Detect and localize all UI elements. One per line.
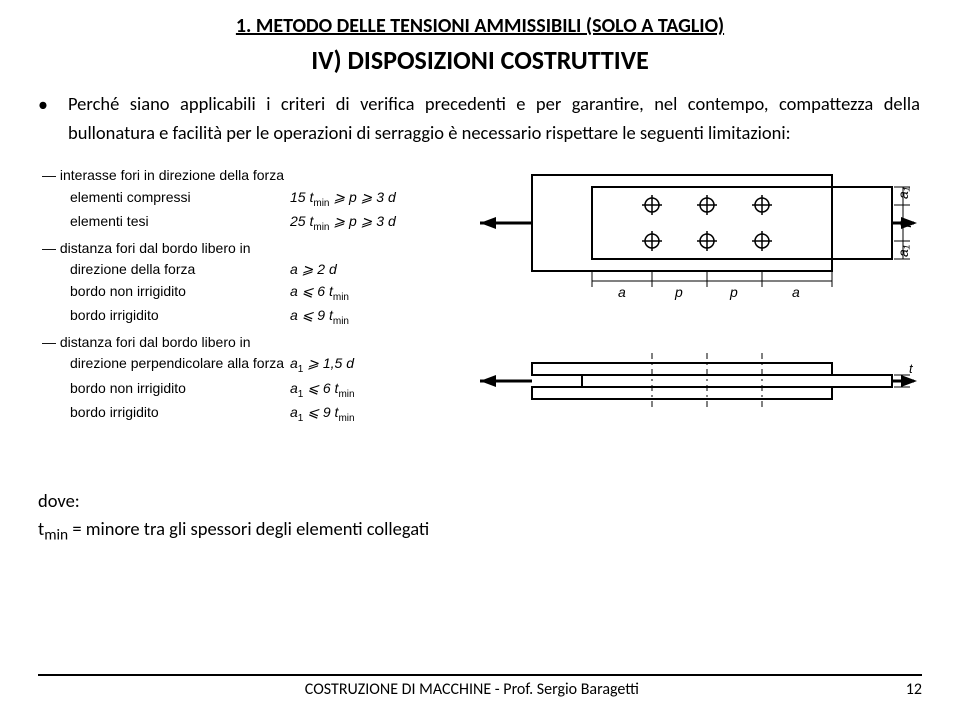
rules-group1-heading: interasse fori in direzione della forza [42, 165, 462, 187]
bullet-dot: • [38, 90, 66, 163]
page-title: 1. METODO DELLE TENSIONI AMMISSIBILI (SO… [38, 14, 922, 38]
footer-row: COSTRUZIONE DI MACCHINE - Prof. Sergio B… [38, 680, 922, 699]
figure-top-view: a p p a a₁ p a₁ [462, 157, 922, 317]
rules-block: interasse fori in direzione della forza … [38, 163, 462, 426]
dim-a1-top: a₁ [895, 187, 911, 200]
rules-g3-row1-label: bordo non irrigidito [70, 378, 290, 402]
rules-g3-row2: bordo irrigidito a1 ⩽ 9 tmin [42, 402, 462, 426]
footer-text: COSTRUZIONE DI MACCHINE - Prof. Sergio B… [305, 680, 639, 699]
rules-g2-row2-expr: a ⩽ 9 tmin [290, 305, 349, 329]
rules-g2-row0-expr: a ⩾ 2 d [290, 259, 337, 281]
rules-g2-row2-label: bordo irrigidito [70, 305, 290, 329]
rules-g1-row0-expr: 15 tmin ⩾ p ⩾ 3 d [290, 187, 396, 211]
rules-g1-row0: elementi compressi 15 tmin ⩾ p ⩾ 3 d [42, 187, 462, 211]
rules-g3-row0: direzione perpendicolare alla forza a1 ⩾… [42, 353, 462, 377]
rules-g2-row1-label: bordo non irrigidito [70, 281, 290, 305]
dim-a-left: a [618, 284, 626, 300]
rules-g2-row2: bordo irrigidito a ⩽ 9 tmin [42, 305, 462, 329]
page: 1. METODO DELLE TENSIONI AMMISSIBILI (SO… [0, 0, 960, 711]
rules-g2-row1-expr: a ⩽ 6 tmin [290, 281, 349, 305]
bullet-paragraph-row: • Perché siano applicabili i criteri di … [38, 90, 922, 163]
dim-t: t [909, 361, 914, 376]
rules-g3-row0-label: direzione perpendicolare alla forza [70, 353, 290, 377]
dove-line: tmin = minore tra gli spessori degli ele… [38, 515, 922, 547]
dim-a1-bot: a₁ [895, 245, 911, 258]
rules-g1-row0-label: elementi compressi [70, 187, 290, 211]
dim-p-1: p [674, 284, 683, 300]
dim-p-2: p [729, 284, 738, 300]
figure-side-view: t [462, 343, 922, 433]
rules-g1-row1-expr: 25 tmin ⩾ p ⩾ 3 d [290, 211, 396, 235]
footer-page: 12 [906, 680, 922, 699]
rules-g1-row1: elementi tesi 25 tmin ⩾ p ⩾ 3 d [42, 211, 462, 235]
footer-rule [38, 674, 922, 676]
page-subtitle: IV) DISPOSIZIONI COSTRUTTIVE [38, 44, 922, 76]
dove-block: dove: tmin = minore tra gli spessori deg… [38, 487, 922, 547]
rules-g3-row2-label: bordo irrigidito [70, 402, 290, 426]
rules-g3-row2-expr: a1 ⩽ 9 tmin [290, 402, 355, 426]
rules-g2-row0-label: direzione della forza [70, 259, 290, 281]
rules-g3-row1-expr: a1 ⩽ 6 tmin [290, 378, 355, 402]
dim-p-v: p [895, 219, 911, 228]
content-row: interasse fori in direzione della forza … [38, 163, 922, 443]
dove-heading: dove: [38, 487, 922, 515]
rules-g3-row0-expr: a1 ⩾ 1,5 d [290, 353, 354, 377]
rules-g2-row0: direzione della forza a ⩾ 2 d [42, 259, 462, 281]
figures: a p p a a₁ p a₁ [462, 163, 922, 443]
rules-g2-row1: bordo non irrigidito a ⩽ 6 tmin [42, 281, 462, 305]
rules-g1-row1-label: elementi tesi [70, 211, 290, 235]
footer: COSTRUZIONE DI MACCHINE - Prof. Sergio B… [38, 674, 922, 699]
rules-group2-heading: distanza fori dal bordo libero in [42, 238, 462, 260]
intro-paragraph: Perché siano applicabili i criteri di ve… [68, 90, 920, 147]
dim-a-right: a [792, 284, 800, 300]
rules-g3-row1: bordo non irrigidito a1 ⩽ 6 tmin [42, 378, 462, 402]
rules-group3-heading: distanza fori dal bordo libero in [42, 332, 462, 354]
